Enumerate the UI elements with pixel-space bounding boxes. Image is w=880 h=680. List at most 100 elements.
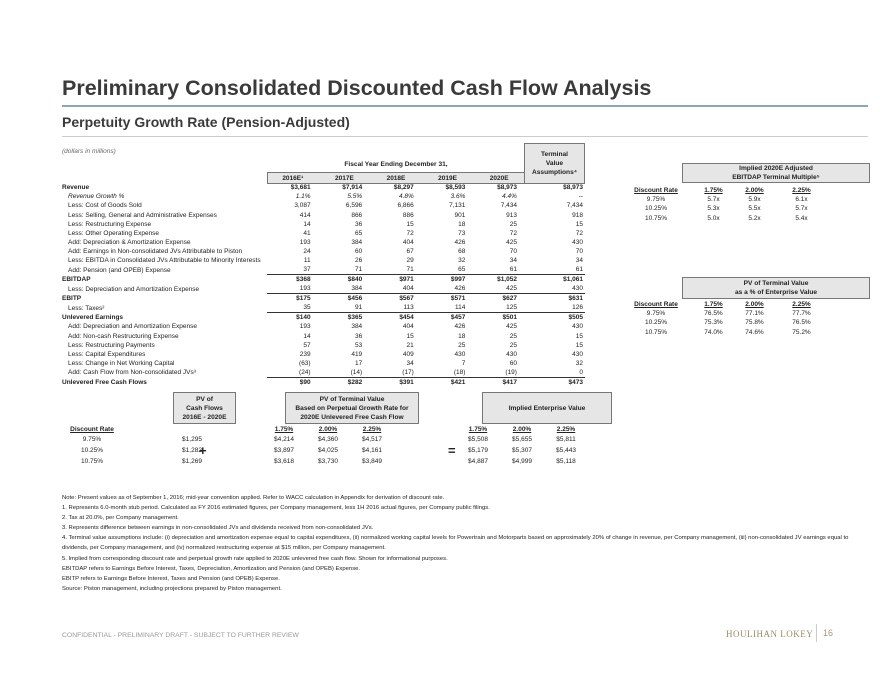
spacer xyxy=(394,445,456,456)
year-value: 53 xyxy=(354,341,363,349)
year-value: 60 xyxy=(509,360,517,368)
year-header: 2016E¹ xyxy=(282,175,304,183)
year-value: (18) xyxy=(453,369,466,377)
ev-growth-header: 2.25% xyxy=(556,426,576,434)
pv-terminal-value: $4,025 xyxy=(318,447,338,455)
year-value: 114 xyxy=(455,304,466,312)
year-value: 113 xyxy=(403,304,414,312)
table-row: Unlevered Earnings $140 $365 $454 $457 $501 $5… xyxy=(62,312,585,323)
tv-header-line: Assumptions⁴ xyxy=(531,169,578,176)
year-value: 72 xyxy=(406,229,414,237)
row-label: Less: Selling, General and Administrativ… xyxy=(68,211,217,219)
multiple-title-line: EBITDAP Terminal Multiple⁵ xyxy=(732,174,820,181)
sens-value: 5.7x xyxy=(707,196,720,204)
footnote: 3. Represents difference between earning… xyxy=(62,525,374,532)
pvcf-title-line: Cash Flows xyxy=(186,404,223,412)
year-value: 36 xyxy=(354,332,363,340)
year-value: 14 xyxy=(303,332,311,340)
year-value: $997 xyxy=(421,274,474,285)
sens-row: 9.75% 5.7x 5.9x 6.1x xyxy=(628,195,825,204)
ev-row: 10.75% $1,269 $3,618 $3,730 $3,849 $4,887 $4,9… xyxy=(62,456,588,467)
year-value: 18 xyxy=(458,220,466,228)
row-label: Less: Taxes² xyxy=(68,304,105,312)
pvtv-growth-header: 2.25% xyxy=(362,426,382,434)
pv-terminal-header: PV of Terminal Value Based on Perpetual … xyxy=(285,392,419,424)
page-subtitle: Perpetuity Growth Rate (Pension-Adjusted… xyxy=(62,114,350,130)
table-row: Add: Depreciation & Amortization Expense… xyxy=(62,238,585,247)
year-value: 3,087 xyxy=(294,202,311,210)
terminal-value: 32 xyxy=(575,360,583,368)
year-value: $368 xyxy=(267,274,319,285)
equals-sign: = xyxy=(448,443,456,458)
table-row: Less: Other Operating Expense 41 65 72 73 72 7… xyxy=(62,229,585,238)
ev-row: 10.25% $1,282 $3,897 $4,025 $4,161 $5,179 $5,3… xyxy=(62,445,588,456)
pv-terminal-value: $3,897 xyxy=(274,447,294,455)
row-label: Less: Restructuring Payments xyxy=(68,341,155,349)
pv-cash-flows: $1,282 xyxy=(182,447,202,455)
sens-value: 74.6% xyxy=(745,328,764,336)
terminal-value: 61 xyxy=(575,266,583,274)
year-value: 17 xyxy=(354,360,363,368)
year-value: 6,596 xyxy=(345,202,363,210)
discount-rate-label: Discount Rate xyxy=(70,426,114,434)
fiscal-year-header: Fiscal Year Ending December 31, xyxy=(344,161,448,168)
footnote: EBITP refers to Earnings Before Interest… xyxy=(62,575,280,582)
table-row: Less: Selling, General and Administrativ… xyxy=(62,211,585,220)
pvtv-growth-header: 2.00% xyxy=(318,426,338,434)
row-label: EBITDAP xyxy=(62,276,91,284)
pct-title-line: PV of Terminal Value xyxy=(743,280,809,287)
year-value: 430 xyxy=(454,350,466,358)
year-value: $840 xyxy=(318,274,371,285)
year-value: 3.6% xyxy=(450,193,466,201)
ev-growth-header: 2.00% xyxy=(512,426,532,434)
year-value: 61 xyxy=(509,266,517,274)
sens-row: 10.75% 74.0% 74.6% 75.2% xyxy=(628,328,825,337)
tv-header-line: Value xyxy=(545,160,564,167)
year-value: $8,297 xyxy=(393,184,414,192)
spacer xyxy=(394,456,456,467)
footnotes: Note: Present values as of September 1, … xyxy=(62,493,862,594)
sens-row: 10.25% 75.3% 75.8% 76.5% xyxy=(628,318,825,327)
page-title: Preliminary Consolidated Discounted Cash… xyxy=(62,76,652,100)
enterprise-value: $5,811 xyxy=(556,436,576,444)
terminal-multiple-table: Discount Rate 1.75% 2.00% 2.25% 9.75% 5.7x 5.9… xyxy=(628,186,825,223)
row-label: Revenue Growth % xyxy=(68,193,125,201)
year-value: (24) xyxy=(299,369,311,377)
terminal-value: 430 xyxy=(572,350,583,358)
table-row: Less: Capital Expenditures 239 419 409 430 43… xyxy=(62,350,585,359)
pv-pct-header: PV of Terminal Value as a % of Enterpris… xyxy=(682,277,870,299)
implied-ev-header: Implied Enterprise Value xyxy=(482,392,612,424)
year-value: 91 xyxy=(354,304,363,312)
year-value: 24 xyxy=(303,248,311,256)
footnote: 4. Terminal value assumptions include: (… xyxy=(62,535,849,552)
year-value: $971 xyxy=(370,274,422,285)
year-value: 15 xyxy=(406,332,414,340)
year-value: 425 xyxy=(506,239,517,247)
year-value: 71 xyxy=(406,266,414,274)
year-value: (63) xyxy=(299,360,311,368)
year-value: 426 xyxy=(454,323,466,331)
year-value: 193 xyxy=(299,239,311,247)
sens-row: 9.75% 76.5% 77.1% 77.7% xyxy=(628,309,825,318)
year-value: 70 xyxy=(509,248,517,256)
year-value: 426 xyxy=(454,239,466,247)
terminal-value: $473 xyxy=(524,377,585,388)
year-value: 5.5% xyxy=(347,193,363,201)
footnote: EBITDAP refers to Earnings Before Intere… xyxy=(62,565,361,572)
pv-terminal-value: $3,849 xyxy=(362,458,382,466)
year-value: 913 xyxy=(506,211,517,219)
year-value: 886 xyxy=(402,211,414,219)
sens-header-row: Discount Rate 1.75% 2.00% 2.25% xyxy=(628,186,825,195)
row-label: Add: Depreciation & Amortization Expense xyxy=(68,239,191,247)
table-row: Add: Non-cash Restructuring Expense 14 36 1… xyxy=(62,332,585,341)
row-label: Revenue xyxy=(62,184,90,192)
year-value: 426 xyxy=(454,285,466,293)
footnote: Source: Piston management, including pro… xyxy=(62,585,282,592)
terminal-value: $631 xyxy=(524,293,585,304)
terminal-value: 430 xyxy=(572,285,583,293)
year-value: 901 xyxy=(454,211,466,219)
year-value: (19) xyxy=(505,369,517,377)
terminal-value: 70 xyxy=(575,248,583,256)
enterprise-value: $4,999 xyxy=(512,458,532,466)
spacer xyxy=(122,425,262,434)
